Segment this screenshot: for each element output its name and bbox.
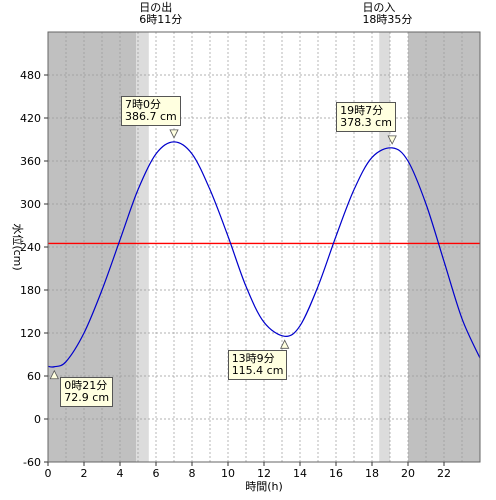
- y-tick-label: 420: [20, 112, 41, 125]
- x-tick-label: 2: [81, 467, 88, 480]
- y-axis-label: 水位(cm): [11, 223, 25, 270]
- value-callout: 19時7分 378.3 cm: [336, 101, 396, 132]
- callout-time: 7時0分: [125, 97, 161, 111]
- x-tick-label: 10: [221, 467, 235, 480]
- tide-level-line: [47, 141, 481, 368]
- y-tick-label: 240: [20, 241, 41, 254]
- callout-value: 115.4 cm: [231, 364, 284, 378]
- callout-pointer: [49, 369, 59, 380]
- x-tick-label: 0: [45, 467, 52, 480]
- y-tick-label: -60: [23, 456, 41, 469]
- x-tick-label: 20: [401, 467, 415, 480]
- value-callout: 0時21分 72.9 cm: [60, 376, 114, 407]
- sunset-time: 18時35分: [362, 13, 413, 26]
- callout-value: 386.7 cm: [125, 109, 177, 123]
- y-tick-label: 300: [20, 198, 41, 211]
- y-tick-label: 60: [27, 370, 41, 383]
- x-tick-label: 18: [365, 467, 379, 480]
- y-tick-label: 480: [20, 69, 41, 82]
- sunrise-title: 日の出: [139, 1, 173, 14]
- y-tick-label: 360: [20, 155, 41, 168]
- callout-time: 0時21分: [64, 378, 108, 392]
- value-callout: 7時0分 386.7 cm: [121, 95, 181, 126]
- callout-pointer: [387, 135, 397, 145]
- sunset-title: 日の入: [362, 1, 396, 14]
- x-tick-label: 16: [329, 467, 343, 480]
- value-callout: 13時9分 115.4 cm: [227, 350, 288, 381]
- sunrise-time: 6時11分: [139, 13, 183, 26]
- x-tick-label: 8: [189, 467, 196, 480]
- x-tick-label: 12: [257, 467, 271, 480]
- x-axis-label: 時間(h): [245, 480, 283, 493]
- y-tick-label: 0: [34, 413, 41, 426]
- sunset-label: 日の入 18時35分: [362, 2, 412, 26]
- callout-time: 19時7分: [340, 103, 384, 117]
- callout-value: 72.9 cm: [64, 390, 110, 404]
- callout-time: 13時9分: [231, 352, 275, 366]
- callout-pointer: [169, 129, 179, 139]
- x-tick-label: 22: [437, 467, 451, 480]
- callout-value: 378.3 cm: [340, 115, 392, 129]
- twilight-shade: [136, 32, 149, 462]
- y-tick-label: 180: [20, 284, 41, 297]
- x-tick-label: 4: [117, 467, 124, 480]
- sunrise-label: 日の出 6時11分: [139, 2, 182, 26]
- x-tick-label: 6: [153, 467, 160, 480]
- x-tick-label: 14: [293, 467, 307, 480]
- y-tick-label: 120: [20, 327, 41, 340]
- callout-pointer: [280, 339, 290, 349]
